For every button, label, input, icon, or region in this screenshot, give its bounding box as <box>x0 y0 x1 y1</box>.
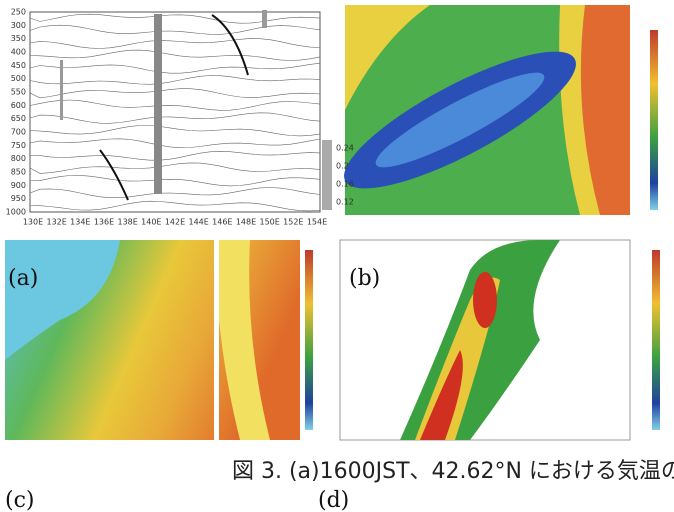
shading <box>262 10 267 28</box>
colorbar <box>322 140 332 210</box>
colorbar-label: 0.2 <box>336 162 349 171</box>
y-tick-label: 400 <box>11 48 26 57</box>
panel-label: (a) <box>8 266 38 291</box>
y-tick-label: 350 <box>11 34 26 43</box>
y-tick-label: 500 <box>11 74 26 83</box>
panel-d <box>340 240 660 440</box>
x-tick-label: 142E <box>165 218 185 227</box>
y-tick-label: 1000 <box>6 208 26 217</box>
x-tick-label: 130E <box>23 218 43 227</box>
y-tick-label: 300 <box>11 21 26 30</box>
shading <box>154 14 162 194</box>
panel-label: (c) <box>5 488 35 512</box>
x-tick-label: 134E <box>70 218 90 227</box>
x-tick-label: 132E <box>47 218 67 227</box>
y-tick-label: 850 <box>11 168 26 177</box>
x-tick-label: 136E <box>94 218 114 227</box>
x-tick-label: 140E <box>141 218 161 227</box>
x-tick-label: 146E <box>212 218 232 227</box>
colorbar <box>305 250 313 430</box>
panel-label: (b) <box>349 266 380 291</box>
x-tick-label: 148E <box>236 218 256 227</box>
y-tick-label: 650 <box>11 114 26 123</box>
y-tick-label: 900 <box>11 181 26 190</box>
y-tick-label: 250 <box>11 8 26 17</box>
colorbar <box>652 250 660 430</box>
figure: 250 300 350 400 450 500 550 600 650 700 750 800 850 9… <box>0 0 674 512</box>
caption: 図 3. (a)1600JST、42.62°N における気温の東西 <box>232 459 674 484</box>
plot-frame <box>30 12 320 212</box>
y-tick-label: 800 <box>11 154 26 163</box>
panel-label: (d) <box>318 488 349 512</box>
y-tick-label: 700 <box>11 128 26 137</box>
y-tick-label: 450 <box>11 61 26 70</box>
panel-a <box>30 10 332 212</box>
x-tick-label: 152E <box>283 218 303 227</box>
y-tick-label: 550 <box>11 88 26 97</box>
y-tick-label: 950 <box>11 194 26 203</box>
shading <box>60 60 63 120</box>
shading <box>473 272 497 328</box>
gap <box>214 240 219 440</box>
colorbar-label: 0.12 <box>336 198 354 207</box>
y-tick-label: 750 <box>11 141 26 150</box>
colorbar <box>650 30 658 210</box>
y-tick-label: 600 <box>11 101 26 110</box>
x-tick-label: 150E <box>260 218 280 227</box>
panel-c <box>5 240 313 440</box>
colorbar-label: 0.16 <box>336 180 354 189</box>
colorbar-label: 0.24 <box>336 144 354 153</box>
x-tick-label: 144E <box>189 218 209 227</box>
x-tick-label: 154E <box>307 218 327 227</box>
x-tick-label: 138E <box>118 218 138 227</box>
panel-b <box>329 5 658 215</box>
